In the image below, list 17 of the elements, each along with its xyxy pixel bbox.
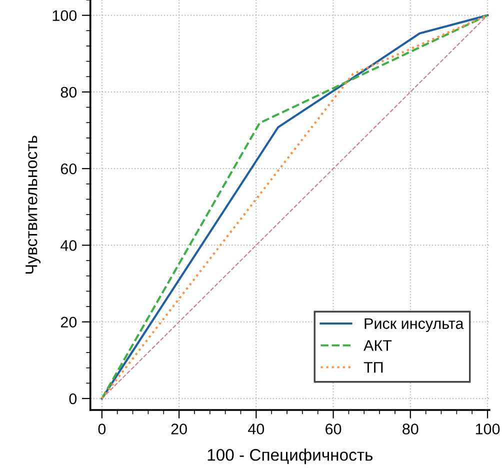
y-tick-label: 60: [60, 163, 77, 174]
y-axis-title: Чувствительность: [26, 136, 41, 274]
y-tick-label: 0: [69, 393, 77, 404]
x-axis-title: 100 - Специфичность: [208, 448, 373, 464]
x-tick-label: 60: [326, 424, 342, 434]
x-tick-label: 100: [476, 424, 500, 434]
y-tick-label: 80: [60, 86, 77, 98]
legend-label: АКТ: [364, 340, 392, 351]
legend-label: Риск инсульта: [364, 318, 464, 332]
y-tick-label: 100: [52, 10, 77, 22]
legend-label: ТП: [364, 362, 383, 373]
x-tick-label: 0: [98, 424, 106, 434]
x-tick-label: 40: [248, 424, 264, 434]
y-tick-label: 20: [60, 316, 77, 328]
x-tick-label: 80: [402, 424, 418, 434]
x-tick-label: 20: [171, 424, 187, 434]
y-tick-label: 40: [60, 240, 77, 251]
